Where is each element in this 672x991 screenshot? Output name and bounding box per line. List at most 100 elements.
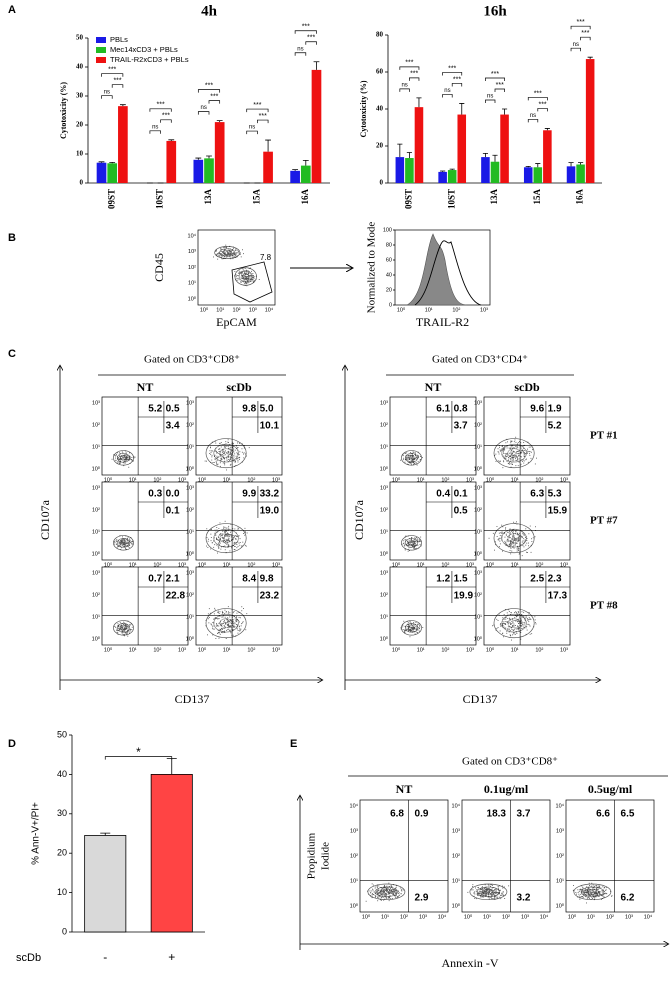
event-dot <box>220 623 221 625</box>
event-dot <box>413 541 415 542</box>
event-dot <box>228 626 230 628</box>
condition-label: NT <box>425 380 442 394</box>
event-dot <box>126 456 127 458</box>
event-dot <box>592 891 593 893</box>
event-dot <box>498 460 500 462</box>
event-dot <box>528 619 529 621</box>
event-dot <box>121 547 123 549</box>
event-dot <box>510 626 512 628</box>
event-dot <box>584 895 586 897</box>
quadrant-value: 3.7 <box>517 809 531 820</box>
event-dot <box>386 890 388 892</box>
event-dot <box>482 888 483 890</box>
event-dot <box>128 543 130 545</box>
event-dot <box>408 540 410 542</box>
event-dot <box>240 252 241 254</box>
event-dot <box>212 627 213 629</box>
event-dot <box>590 895 591 897</box>
event-dot <box>492 891 494 893</box>
event-dot <box>221 632 222 633</box>
event-dot <box>507 539 509 541</box>
event-dot <box>478 895 480 897</box>
x-tick-label: 10¹ <box>417 647 425 653</box>
event-dot <box>492 625 493 627</box>
event-dot <box>213 613 215 615</box>
event-dot <box>229 536 231 538</box>
event-dot <box>408 456 409 458</box>
event-dot <box>598 894 600 895</box>
event-dot <box>114 454 116 456</box>
event-dot <box>246 278 248 280</box>
event-dot <box>407 626 408 628</box>
event-dot <box>391 890 393 892</box>
event-dot <box>216 617 218 619</box>
event-dot <box>233 448 235 450</box>
event-dot <box>252 276 254 278</box>
event-dot <box>124 539 126 541</box>
event-dot <box>414 627 415 628</box>
event-dot <box>509 618 511 620</box>
event-dot <box>516 616 517 618</box>
event-dot <box>594 893 596 895</box>
event-dot <box>388 886 390 887</box>
event-dot <box>125 626 127 628</box>
error-bar <box>168 139 175 141</box>
event-dot <box>244 544 246 546</box>
event-dot <box>406 621 408 623</box>
y-tick-label: 10⁰ <box>380 465 389 472</box>
y-tick-label: 10¹ <box>474 614 482 620</box>
event-dot <box>384 885 385 887</box>
x-tick-label: 10² <box>247 477 255 483</box>
y-axis-label: Cytotoxicity (%) <box>59 82 68 139</box>
event-dot <box>239 272 241 274</box>
event-dot <box>389 890 390 892</box>
event-dot <box>482 893 484 895</box>
event-dot <box>518 620 519 622</box>
event-dot <box>235 617 237 619</box>
event-dot <box>591 890 593 892</box>
event-dot <box>496 618 498 620</box>
event-dot <box>498 451 500 453</box>
event-dot <box>411 628 413 630</box>
event-dot <box>234 536 235 538</box>
event-dot <box>230 459 232 461</box>
density-contour <box>120 455 127 461</box>
quadrant-value: 6.5 <box>621 809 635 820</box>
event-dot <box>207 618 209 620</box>
event-dot <box>412 545 414 547</box>
event-dot <box>414 545 416 547</box>
event-dot <box>127 538 128 539</box>
event-dot <box>583 892 584 894</box>
event-dot <box>529 525 531 527</box>
event-dot <box>588 895 590 896</box>
y-tick-label: 10² <box>350 853 358 859</box>
event-dot <box>601 895 603 897</box>
event-dot <box>490 893 492 895</box>
event-dot <box>508 459 509 461</box>
y-tick-label: 10 <box>57 887 67 897</box>
error-bar <box>216 120 223 123</box>
event-dot <box>229 616 231 618</box>
event-dot <box>386 885 388 887</box>
event-dot <box>207 634 208 636</box>
event-dot <box>412 542 414 544</box>
event-dot <box>119 455 120 457</box>
y-tick-label: 10² <box>186 422 194 428</box>
event-dot <box>387 887 389 889</box>
event-dot <box>119 456 121 457</box>
event-dot <box>508 546 510 548</box>
event-dot <box>501 894 503 896</box>
event-dot <box>234 453 236 455</box>
y-tick-label: 50 <box>76 34 84 42</box>
quadrant-value: 6.1 <box>436 404 450 415</box>
event-dot <box>128 543 130 544</box>
event-dot <box>412 457 414 459</box>
x-tick-label: 10³ <box>480 307 488 313</box>
y-tick-label: 10⁰ <box>186 550 195 557</box>
event-dot <box>224 623 226 625</box>
event-dot <box>216 253 218 255</box>
plot-frame <box>461 799 551 913</box>
event-dot <box>526 538 528 539</box>
event-dot <box>414 628 416 630</box>
